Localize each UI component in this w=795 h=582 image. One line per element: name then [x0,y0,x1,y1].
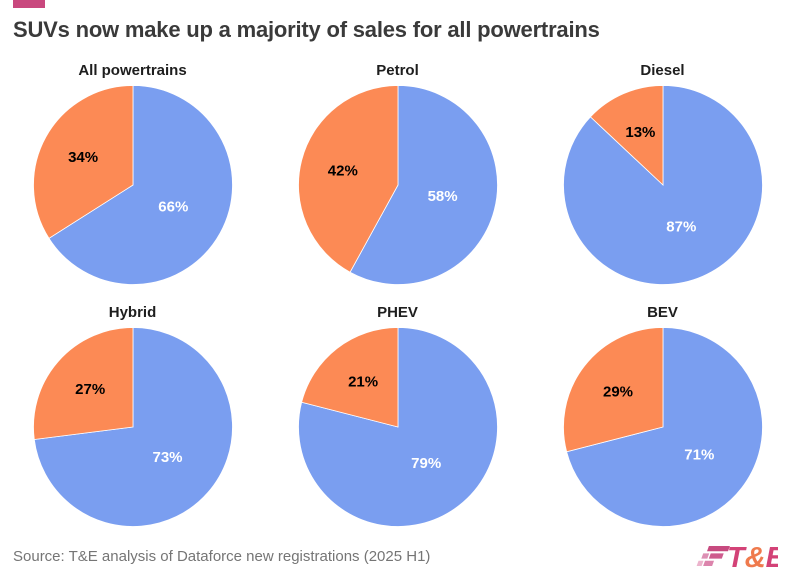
pie-slice-non-suv [589,85,663,186]
pie-chart-cell: All powertrains 66% 34% [0,58,265,300]
pie-slice-suv [349,85,498,285]
page-title: SUVs now make up a majority of sales for… [13,17,600,42]
pie-slice-non-suv [297,85,398,273]
pie-label-non-suv: 42% [327,162,357,179]
pie-label-suv: 58% [427,188,457,205]
pie-slice-non-suv [32,85,133,239]
source-text: Source: T&E analysis of Dataforce new re… [13,547,431,565]
pie-label-non-suv: 21% [348,374,378,391]
te-logo-stripes-icon [696,546,730,566]
pie-charts-grid: All powertrains 66% 34% Petrol 58% 42% Diesel 8… [0,58,795,542]
pie-label-suv: 79% [411,455,441,472]
pie-chart: 66% 34% [32,85,233,285]
pie-chart: 87% 13% [562,85,763,285]
pie-label-suv: 71% [684,447,714,464]
pie-chart-title: Petrol [376,62,419,79]
pie-chart: 71% 29% [562,327,763,527]
pie-chart: 73% 27% [32,327,233,527]
pie-label-suv: 73% [152,449,182,466]
pie-chart-title: All powertrains [78,62,187,79]
pie-chart: 58% 42% [297,85,498,285]
pie-slice-suv [47,85,233,285]
pie-chart-title: Hybrid [108,304,157,321]
pie-chart-cell: PHEV 79% 21% [265,300,530,542]
pie-chart: 79% 21% [297,327,498,527]
pie-label-non-suv: 34% [68,149,98,166]
pie-chart-title: PHEV [377,304,418,321]
pie-chart-title: BEV [647,304,678,321]
accent-bar [13,0,45,8]
pie-slice-non-suv [300,327,398,428]
te-logo-text: T&E [727,542,778,573]
pie-label-suv: 87% [666,219,696,236]
pie-label-non-suv: 29% [602,384,632,401]
pie-chart-title: Diesel [640,62,685,79]
pie-chart-cell: BEV 71% 29% [530,300,795,542]
pie-slice-suv [565,327,763,527]
pie-label-suv: 66% [158,199,188,216]
pie-label-non-suv: 27% [75,381,105,398]
pie-chart-cell: Petrol 58% 42% [265,58,530,300]
pie-chart-cell: Hybrid 73% 27% [0,300,265,542]
pie-label-non-suv: 13% [625,124,655,141]
pie-chart-cell: Diesel 87% 13% [530,58,795,300]
pie-slice-non-suv [32,327,133,440]
footer: Source: T&E analysis of Dataforce new re… [13,537,778,575]
te-logo: T&E [696,542,778,573]
pie-slice-non-suv [562,327,663,453]
